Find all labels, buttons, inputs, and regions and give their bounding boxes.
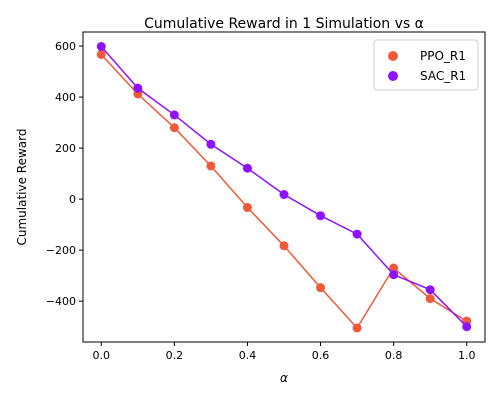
x-tick-label: 0.2 [166,349,184,362]
legend: PPO_R1 SAC_R1 [373,39,479,91]
data-point-sac-r1 [425,285,435,295]
data-point-ppo-r1 [96,49,106,59]
data-point-sac-r1 [462,322,472,332]
data-point-sac-r1 [352,229,362,239]
data-point-sac-r1 [169,110,179,120]
legend-label-sac: SAC_R1 [420,69,466,83]
plot-frame [82,31,486,343]
data-point-ppo-r1 [169,123,179,133]
data-point-ppo-r1 [242,203,252,213]
data-point-ppo-r1 [389,263,399,273]
chart-title: Cumulative Reward in 1 Simulation vs α [144,16,424,32]
x-tick-label: 0.0 [93,349,111,362]
y-tick-label: −200 [46,244,76,257]
y-axis-ticks: −400 −200 0 200 400 600 [46,40,83,308]
data-point-sac-r1 [279,190,289,200]
y-tick-label: −400 [46,295,76,308]
y-tick-label: 200 [55,142,76,155]
x-tick-label: 0.4 [239,349,257,362]
y-axis-label: Cumulative Reward [15,129,29,246]
y-tick-label: 0 [69,193,76,206]
data-point-sac-r1 [133,83,143,93]
y-tick-label: 400 [55,91,76,104]
plot-area: 0.0 0.2 0.4 0.6 0.8 1.0 −400 −200 0 200 400 600 [46,31,486,362]
data-point-sac-r1 [316,211,326,221]
legend-box [373,39,479,91]
data-point-ppo-r1 [425,294,435,304]
x-axis-label: α [280,371,288,385]
legend-label-ppo: PPO_R1 [420,49,466,63]
series-sac-r1 [96,42,472,332]
x-tick-label: 1.0 [458,349,476,362]
series-layer [96,42,472,333]
data-point-sac-r1 [242,163,252,173]
data-point-sac-r1 [389,270,399,280]
data-point-ppo-r1 [316,283,326,293]
data-point-ppo-r1 [352,323,362,333]
data-point-sac-r1 [206,139,216,149]
x-axis-ticks: 0.0 0.2 0.4 0.6 0.8 1.0 [93,342,476,362]
data-point-sac-r1 [96,42,106,52]
y-tick-label: 600 [55,40,76,53]
legend-marker-ppo [388,51,398,61]
data-point-ppo-r1 [279,241,289,251]
x-tick-label: 0.8 [385,349,403,362]
series-ppo-r1 [96,49,472,333]
x-tick-label: 0.6 [312,349,330,362]
legend-marker-sac [388,71,398,81]
data-point-ppo-r1 [206,161,216,171]
